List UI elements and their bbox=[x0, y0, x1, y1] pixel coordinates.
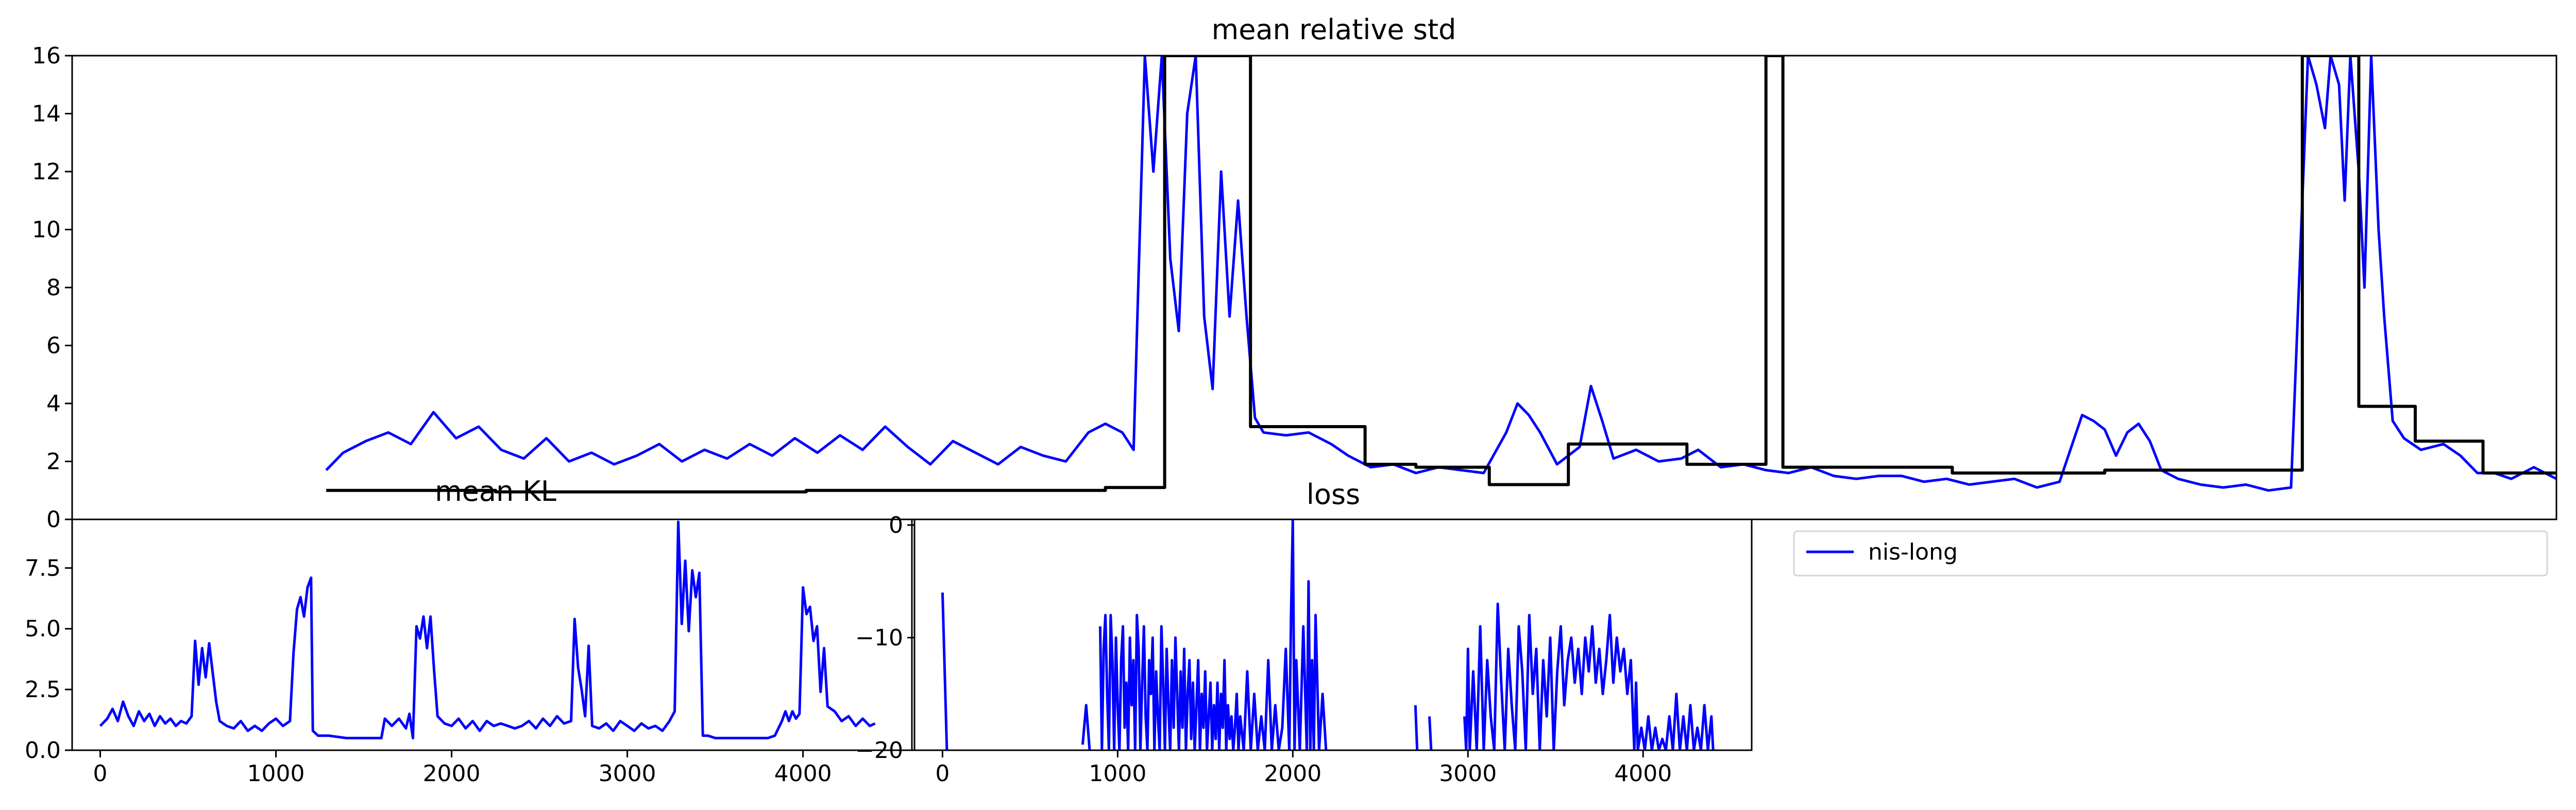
loss-xtick-label: 0 bbox=[935, 761, 950, 787]
mean-kl-ytick-label: 5.0 bbox=[25, 616, 61, 642]
loss-xtick-label: 2000 bbox=[1264, 761, 1321, 787]
mean-relative-std-ytick-label: 6 bbox=[46, 333, 61, 359]
mean-relative-std-title: mean relative std bbox=[1212, 13, 1456, 46]
mean-relative-std-panel: mean relative std 0 2 4 6 8 10 12 14 16 bbox=[32, 13, 2557, 533]
loss-xtick-label: 3000 bbox=[1439, 761, 1497, 787]
mean-kl-xtick-label: 0 bbox=[93, 761, 108, 787]
mean-relative-std-series-group bbox=[325, 56, 2556, 494]
loss-ticks: −20 −10 0 0 1000 2000 3000 4000 bbox=[855, 512, 1672, 787]
mean-kl-ticks: 0.0 2.5 5.0 7.5 0 1000 2000 3000 4000 bbox=[25, 555, 832, 787]
mean-kl-xtick-label: 2000 bbox=[423, 761, 481, 787]
loss-ytick-label: 0 bbox=[889, 512, 903, 538]
loss-frame bbox=[913, 518, 1753, 751]
loss-xtick-label: 1000 bbox=[1089, 761, 1146, 787]
loss-series-line-0 bbox=[941, 519, 1715, 750]
mean-relative-std-ytick-label: 14 bbox=[32, 101, 61, 127]
legend: nis-long bbox=[1793, 530, 2548, 577]
mean-relative-std-ytick-label: 0 bbox=[46, 507, 61, 533]
loss-panel: −20 −10 0 0 1000 2000 3000 4000 loss bbox=[855, 478, 1753, 787]
mean-relative-std-series-line-0 bbox=[325, 56, 2556, 492]
mean-kl-plot-area bbox=[99, 520, 876, 739]
legend-label-nis-long: nis-long bbox=[1868, 539, 1958, 565]
mean-kl-series-group bbox=[99, 520, 876, 739]
mean-relative-std-series-line-1 bbox=[326, 56, 2556, 494]
mean-kl-frame bbox=[71, 518, 913, 751]
mean-kl-series-line-0 bbox=[99, 520, 876, 739]
mean-relative-std-ytick-label: 16 bbox=[32, 43, 61, 69]
mean-relative-std-ytick-label: 12 bbox=[32, 159, 61, 185]
mean-relative-std-ytick-label: 10 bbox=[32, 217, 61, 243]
loss-series-group bbox=[941, 519, 1715, 750]
mean-kl-xtick-label: 3000 bbox=[599, 761, 656, 787]
mean-relative-std-ytick-label: 4 bbox=[46, 391, 61, 417]
mean-kl-ytick-label: 2.5 bbox=[25, 677, 61, 703]
mean-relative-std-ytick-label: 8 bbox=[46, 275, 61, 301]
mean-kl-xtick-label: 1000 bbox=[247, 761, 305, 787]
mean-kl-ytick-label: 0.0 bbox=[25, 737, 61, 764]
mean-kl-ytick-label: 7.5 bbox=[25, 555, 61, 581]
mean-kl-xtick-label: 4000 bbox=[774, 761, 832, 787]
loss-ytick-label: −20 bbox=[855, 737, 903, 764]
loss-plot-area bbox=[941, 519, 1715, 750]
legend-box bbox=[1793, 530, 2548, 577]
loss-ytick-label: −10 bbox=[855, 625, 903, 651]
loss-xtick-label: 4000 bbox=[1614, 761, 1672, 787]
mean-relative-std-ytick-label: 2 bbox=[46, 449, 61, 475]
loss-title: loss bbox=[1307, 478, 1360, 511]
mean-kl-title: mean KL bbox=[435, 475, 556, 508]
mean-kl-panel: 0.0 2.5 5.0 7.5 0 1000 2000 3000 4000 mean KL bbox=[25, 475, 913, 787]
mean-relative-std-plot-area bbox=[325, 56, 2556, 494]
mean-relative-std-y-ticks: 0 2 4 6 8 10 12 14 16 bbox=[32, 43, 72, 533]
